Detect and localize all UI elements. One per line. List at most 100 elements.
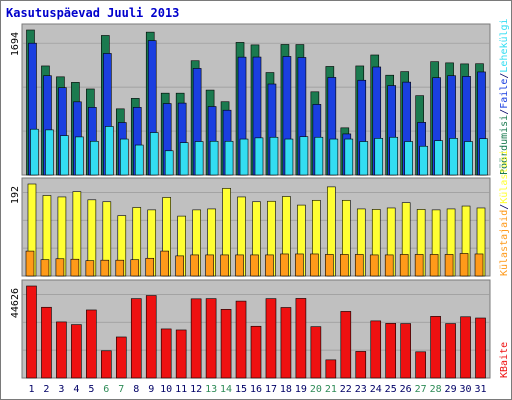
x-tick-label-day-2: 2 [43,384,49,395]
bar-kbytes-day-31 [475,317,486,379]
x-tick-label-day-6: 6 [103,384,109,395]
y-tick-label-middle: 192 [10,186,21,204]
bar-pages-day-8 [134,144,144,176]
x-tick-label-day-18: 18 [280,384,292,395]
x-tick-label-day-29: 29 [445,384,457,395]
bar-kbytes-day-17 [265,298,277,379]
bar-kbytes-day-7 [115,336,127,379]
bar-unique-visitors-day-30 [459,253,469,277]
x-tick-label-day-30: 30 [460,384,472,395]
y-tick-label-top: 1694 [10,32,21,56]
bar-pages-day-10 [164,150,174,176]
bar-unique-visitors-day-23 [354,254,364,277]
bar-unique-visitors-day-20 [310,253,319,277]
bar-pages-day-24 [374,138,384,176]
legend-middle-part: Külastusi [499,150,510,204]
bar-unique-visitors-day-8 [130,259,140,277]
bar-kbytes-day-23 [355,351,367,379]
bar-kbytes-day-25 [385,323,397,379]
bar-pages-day-21 [329,138,339,176]
x-tick-label-day-5: 5 [88,384,94,395]
x-tick-label-day-20: 20 [310,384,322,395]
chart-title: Kasutuspäevad Juuli 2013 [6,6,179,20]
bar-kbytes-day-19 [295,298,307,379]
legend-top-part: / [499,109,510,115]
bar-kbytes-day-8 [130,298,142,379]
bar-kbytes-day-1 [26,285,37,379]
bar-unique-visitors-day-14 [220,254,229,277]
x-tick-label-day-25: 25 [385,384,397,395]
bar-unique-visitors-day-10 [160,250,169,277]
bar-unique-visitors-day-4 [70,258,80,277]
bar-pages-day-16 [254,137,264,176]
bar-kbytes-day-2 [41,306,52,379]
bar-unique-visitors-day-28 [429,254,439,277]
bar-pages-day-3 [60,135,69,176]
legend-top-part: / [499,73,510,79]
x-tick-label-day-15: 15 [235,384,247,395]
bar-unique-visitors-day-27 [414,254,424,277]
bar-pages-day-26 [404,141,413,176]
bar-pages-day-12 [194,141,204,176]
bar-pages-day-22 [344,138,354,176]
bar-unique-visitors-day-6 [100,259,110,277]
bar-unique-visitors-day-17 [265,254,274,277]
bar-pages-day-29 [449,138,458,176]
bar-unique-visitors-day-1 [25,250,35,277]
legend-bottom: KBaite [499,342,510,378]
legend-top-part: Pöördumisi [499,115,510,175]
bar-kbytes-day-9 [145,295,157,379]
x-tick-label-day-11: 11 [175,384,187,395]
x-tick-label-day-28: 28 [430,384,442,395]
x-tick-label-day-3: 3 [58,384,64,395]
bar-pages-day-14 [224,140,234,176]
legend-middle: Külastajaid/Külastusi [499,150,510,276]
bar-kbytes-day-13 [205,298,217,379]
bar-kbytes-day-28 [430,316,441,379]
bar-kbytes-day-27 [415,351,426,379]
legend-bottom-part: KBaite [499,342,510,378]
bar-pages-day-1 [30,128,39,176]
bar-unique-visitors-day-15 [235,254,244,277]
bar-unique-visitors-day-9 [145,257,155,277]
bar-unique-visitors-day-25 [384,254,394,277]
bar-kbytes-day-6 [101,350,112,379]
bar-kbytes-day-22 [340,311,352,379]
bar-pages-day-19 [299,136,309,176]
bar-kbytes-day-24 [370,320,382,379]
y-tick-label-bottom: 44626 [10,288,21,318]
bar-pages-day-7 [119,138,129,176]
bar-pages-day-13 [209,140,219,176]
bar-unique-visitors-day-26 [399,254,409,277]
legend-middle-part: / [499,204,510,210]
x-tick-label-day-19: 19 [295,384,307,395]
bar-pages-day-5 [90,140,99,176]
x-tick-label-day-17: 17 [265,384,277,395]
x-tick-label-day-22: 22 [340,384,352,395]
bar-kbytes-day-20 [310,326,322,379]
bar-pages-day-27 [419,145,428,176]
x-tick-label-day-16: 16 [250,384,262,395]
bar-kbytes-day-14 [220,309,232,379]
bar-pages-day-18 [284,138,294,176]
x-tick-label-day-27: 27 [415,384,427,395]
x-tick-label-day-26: 26 [400,384,412,395]
bar-unique-visitors-day-31 [474,253,484,277]
bar-pages-day-25 [389,136,399,176]
bar-pages-day-6 [105,126,114,176]
x-tick-label-day-24: 24 [370,384,382,395]
bar-kbytes-day-12 [190,298,202,379]
bar-unique-visitors-day-19 [295,253,304,277]
legend-top-part: Faile [499,79,510,109]
bar-unique-visitors-day-29 [444,254,454,277]
bar-unique-visitors-day-3 [55,258,65,277]
bar-pages-day-15 [239,138,249,176]
x-tick-label-day-10: 10 [160,384,172,395]
bar-unique-visitors-day-13 [205,254,214,277]
bar-pages-day-11 [179,142,189,176]
legend-top-part: Lehekülgi [499,18,510,72]
bar-unique-visitors-day-18 [280,253,289,277]
bar-kbytes-day-29 [445,323,456,379]
bar-unique-visitors-day-7 [115,259,125,277]
legend-top: Pöördumisi/Faile/Lehekülgi [499,18,510,175]
